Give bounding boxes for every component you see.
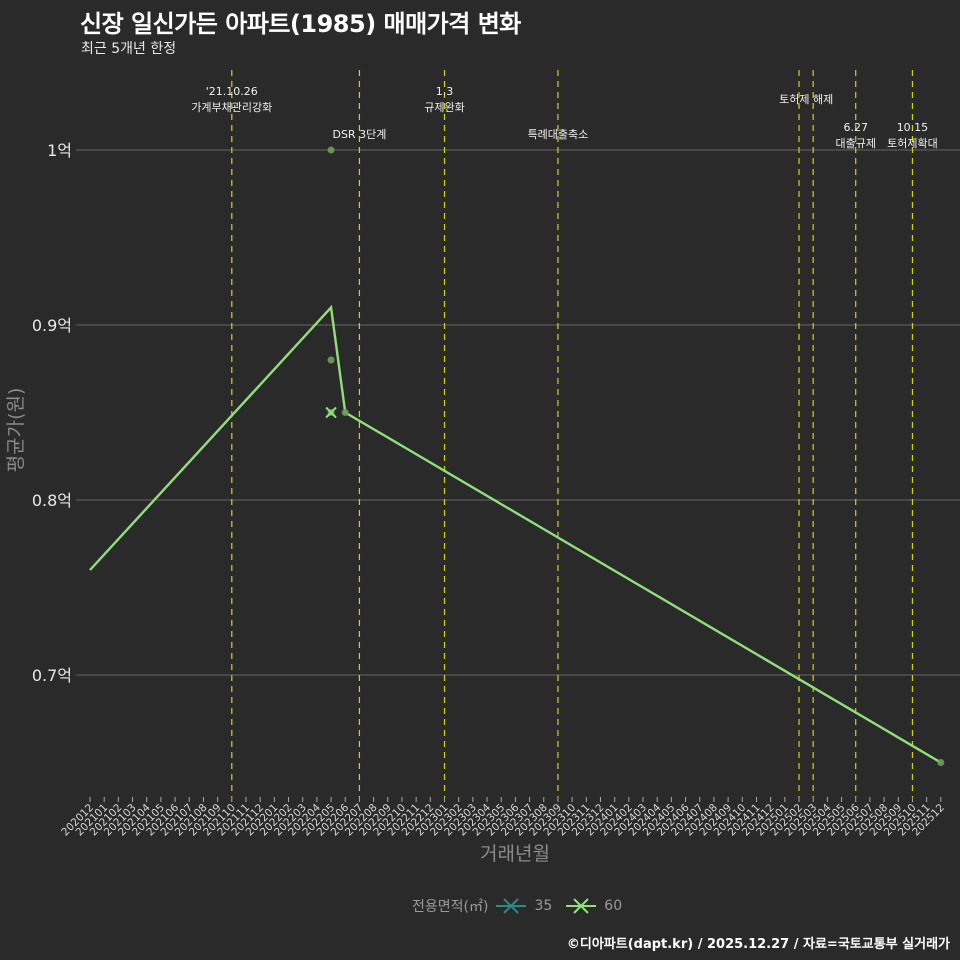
event-annotation: 규제완화 — [424, 101, 464, 114]
event-annotation: '21.10.26 — [206, 85, 258, 98]
series-60-point — [937, 759, 945, 766]
y-tick-label: 0.7억 — [32, 666, 72, 685]
event-annotation: 토허제확대 — [887, 137, 938, 150]
event-annotation: 대출규제 — [835, 137, 875, 150]
legend-title: 전용면적(㎡) — [412, 899, 489, 915]
event-annotation: 6.27 — [843, 121, 868, 134]
event-annotation: 특례대출축소 — [528, 128, 589, 141]
series-60-point — [327, 146, 335, 154]
series-35-marker — [325, 406, 337, 419]
series-60-line — [89, 304, 942, 764]
y-axis-title: 평균가(원) — [5, 388, 27, 473]
event-annotation: 토허제 해제 — [779, 92, 833, 106]
series-60-point — [327, 356, 335, 364]
event-annotation: 가계부채관리강화 — [191, 101, 272, 114]
y-tick-label: 0.8억 — [32, 491, 72, 510]
x-axis-title: 거래년월 — [480, 843, 550, 865]
y-tick-label: 1억 — [47, 141, 72, 160]
legend: 전용면적(㎡) 35 60 — [412, 896, 622, 916]
legend-key-60-icon — [566, 898, 597, 914]
series-60-point — [341, 409, 349, 416]
event-annotation: 10.15 — [897, 121, 929, 134]
chart-title: 신장 일신가든 아파트(1985) 매매가격 변화 — [80, 10, 521, 38]
event-annotation: DSR 3단계 — [332, 128, 386, 141]
chart-subtitle: 최근 5개년 한정 — [81, 41, 177, 57]
legend-key-35-icon — [496, 898, 527, 914]
y-tick-label: 0.9억 — [32, 316, 72, 335]
legend-label-35: 35 — [534, 898, 553, 914]
event-annotation: 1.3 — [436, 85, 454, 98]
legend-label-60: 60 — [604, 898, 623, 914]
source-caption: ©디아파트(dapt.kr) / 2025.12.27 / 자료=국토교통부 실… — [566, 937, 950, 952]
